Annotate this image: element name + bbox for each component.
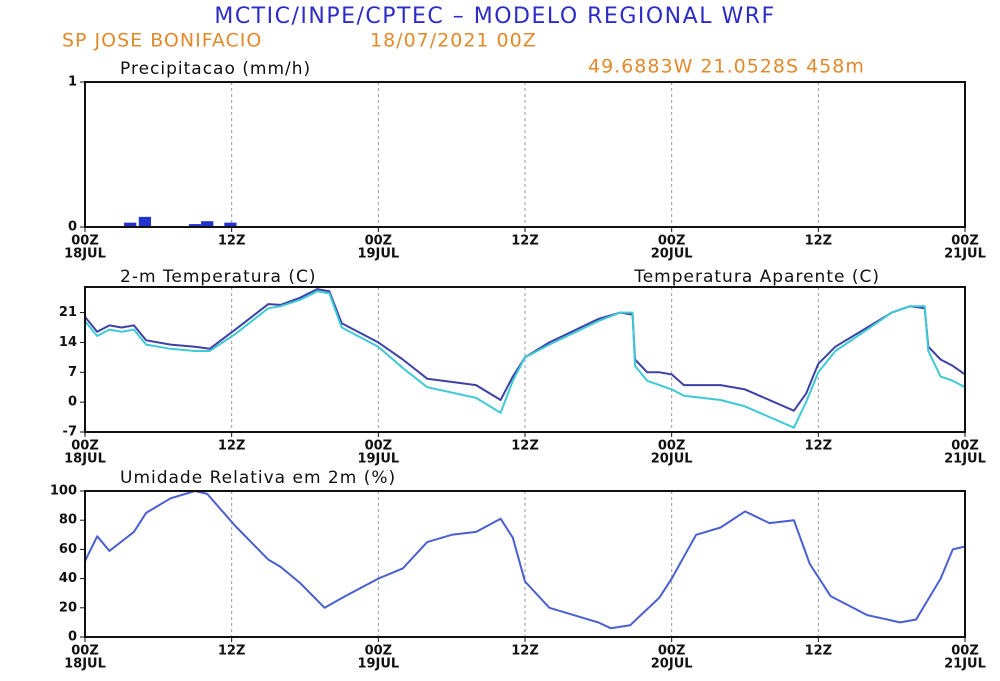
x-date-label: 18JUL bbox=[64, 657, 106, 672]
y-tick-label: 80 bbox=[59, 513, 77, 528]
header-title: MCTIC/INPE/CPTEC – MODELO REGIONAL WRF bbox=[214, 4, 775, 29]
x-tick-label: 00Z bbox=[658, 234, 686, 249]
x-tick-label: 00Z bbox=[71, 439, 99, 454]
x-tick-label: 00Z bbox=[658, 439, 686, 454]
plot-frame bbox=[84, 286, 966, 433]
x-tick-label: 12Z bbox=[805, 644, 833, 659]
x-date-label: 19JUL bbox=[357, 452, 399, 467]
station: SP JOSE BONIFACIO bbox=[62, 30, 262, 52]
x-tick-label: 00Z bbox=[365, 439, 393, 454]
y-tick-label: 0 bbox=[68, 395, 77, 410]
legend-entry: Temperatura Aparente (C) bbox=[633, 267, 880, 287]
x-tick-label: 12Z bbox=[511, 439, 539, 454]
x-tick-label: 00Z bbox=[365, 234, 393, 249]
x-tick-label: 12Z bbox=[218, 644, 246, 659]
x-date-label: 18JUL bbox=[64, 452, 106, 467]
location: 49.6883W 21.0528S 458m bbox=[588, 56, 865, 78]
x-tick-label: 12Z bbox=[511, 644, 539, 659]
x-tick-label: 00Z bbox=[951, 644, 979, 659]
data-line bbox=[84, 290, 966, 429]
plot-frame bbox=[84, 81, 966, 228]
x-date-label: 20JUL bbox=[651, 452, 693, 467]
x-tick-label: 12Z bbox=[805, 234, 833, 249]
y-tick-label: 7 bbox=[68, 365, 77, 380]
x-date-label: 19JUL bbox=[357, 657, 399, 672]
y-tick-label: 0 bbox=[68, 220, 77, 235]
plot-frame bbox=[84, 490, 966, 638]
x-tick-label: 12Z bbox=[218, 439, 246, 454]
x-tick-label: 00Z bbox=[951, 439, 979, 454]
bar bbox=[138, 216, 151, 227]
x-date-label: 21JUL bbox=[944, 247, 986, 262]
y-tick-label: 1 bbox=[68, 75, 77, 90]
x-tick-label: 00Z bbox=[71, 644, 99, 659]
y-tick-label: 0 bbox=[68, 630, 77, 645]
y-tick-label: -7 bbox=[63, 425, 77, 440]
y-tick-label: 40 bbox=[59, 571, 77, 586]
bar bbox=[201, 221, 214, 227]
panel-title: Umidade Relativa em 2m (%) bbox=[120, 468, 396, 488]
y-tick-label: 20 bbox=[59, 600, 77, 615]
y-tick-label: 60 bbox=[59, 542, 77, 557]
y-tick-label: 14 bbox=[59, 335, 77, 350]
x-date-label: 20JUL bbox=[651, 247, 693, 262]
y-tick-label: 100 bbox=[50, 484, 77, 499]
x-date-label: 19JUL bbox=[357, 247, 399, 262]
bar bbox=[188, 224, 202, 227]
x-date-label: 21JUL bbox=[944, 657, 986, 672]
bar bbox=[124, 222, 137, 227]
x-date-label: 21JUL bbox=[944, 452, 986, 467]
x-date-label: 20JUL bbox=[651, 657, 693, 672]
y-tick-label: 21 bbox=[59, 305, 77, 320]
x-tick-label: 12Z bbox=[218, 234, 246, 249]
panel-title: Precipitacao (mm/h) bbox=[120, 59, 311, 79]
x-tick-label: 12Z bbox=[511, 234, 539, 249]
x-tick-label: 00Z bbox=[951, 234, 979, 249]
bar bbox=[224, 222, 237, 227]
x-tick-label: 00Z bbox=[365, 644, 393, 659]
legend-entry: 2-m Temperatura (C) bbox=[120, 267, 316, 287]
data-line bbox=[84, 490, 966, 630]
x-tick-label: 00Z bbox=[71, 234, 99, 249]
x-tick-label: 12Z bbox=[805, 439, 833, 454]
x-tick-label: 00Z bbox=[658, 644, 686, 659]
run-time: 18/07/2021 00Z bbox=[370, 30, 537, 52]
x-date-label: 18JUL bbox=[64, 247, 106, 262]
